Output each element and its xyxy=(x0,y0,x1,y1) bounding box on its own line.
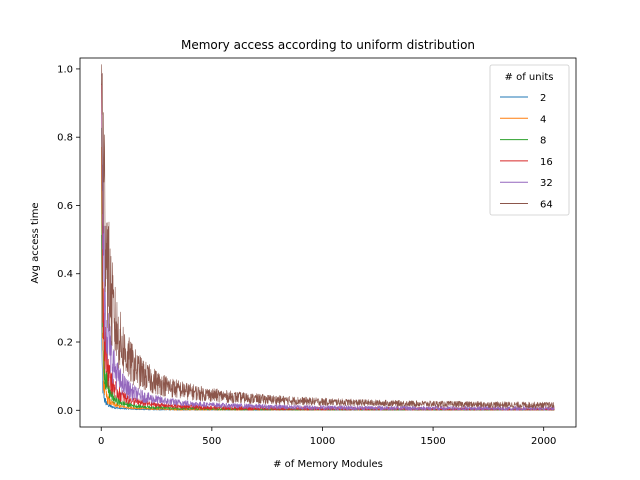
legend-title: # of units xyxy=(505,72,554,83)
y-axis-ticks: 0.0 0.2 0.4 0.6 0.8 1.0 xyxy=(57,64,80,417)
y-tick-label: 0.8 xyxy=(57,133,73,144)
y-tick-label: 0.4 xyxy=(57,269,73,280)
series-line-64 xyxy=(101,64,555,409)
x-tick-label: 1000 xyxy=(310,436,335,447)
series-line-32 xyxy=(101,73,555,411)
x-tick-label: 0 xyxy=(98,436,104,447)
chart-title: Memory access according to uniform distr… xyxy=(181,38,475,52)
legend-label-16: 16 xyxy=(540,157,553,168)
legend-entries: 2 4 8 16 32 64 xyxy=(500,93,553,211)
legend: # of units 2 4 8 16 32 64 xyxy=(489,64,570,216)
x-axis-ticks: 0 500 1000 1500 2000 xyxy=(98,427,556,447)
x-tick-label: 2000 xyxy=(531,436,556,447)
x-tick-label: 1500 xyxy=(420,436,445,447)
legend-frame xyxy=(489,64,570,216)
legend-label-4: 4 xyxy=(540,114,546,125)
legend-label-8: 8 xyxy=(540,136,546,147)
legend-label-32: 32 xyxy=(540,178,553,189)
y-tick-label: 0.0 xyxy=(57,406,73,417)
x-tick-label: 500 xyxy=(202,436,221,447)
plot-frame xyxy=(79,57,577,428)
x-axis-label: # of Memory Modules xyxy=(273,459,383,470)
y-axis-label: Avg access time xyxy=(30,202,41,283)
series-layer xyxy=(101,64,555,411)
y-tick-label: 1.0 xyxy=(57,64,73,75)
legend-label-2: 2 xyxy=(540,93,546,104)
y-tick-label: 0.6 xyxy=(57,201,73,212)
legend-label-64: 64 xyxy=(540,200,553,211)
y-tick-label: 0.2 xyxy=(57,338,73,349)
